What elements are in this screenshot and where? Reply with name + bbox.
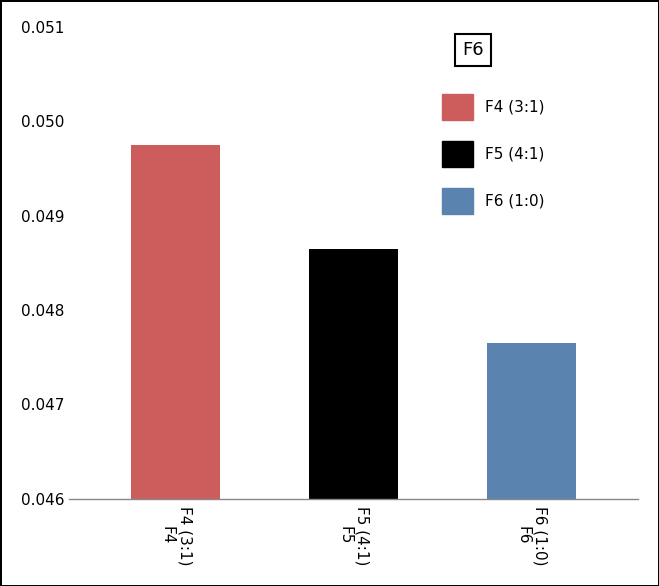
Text: F6: F6	[463, 41, 484, 59]
FancyBboxPatch shape	[442, 141, 473, 167]
Bar	[309, 248, 398, 586]
Text: F4 (3:1): F4 (3:1)	[484, 100, 544, 114]
FancyBboxPatch shape	[442, 189, 473, 214]
Bar	[487, 343, 576, 586]
FancyBboxPatch shape	[442, 94, 473, 120]
Bar	[131, 145, 220, 586]
Text: F6 (1:0): F6 (1:0)	[484, 194, 544, 209]
Text: F5 (4:1): F5 (4:1)	[484, 146, 544, 162]
